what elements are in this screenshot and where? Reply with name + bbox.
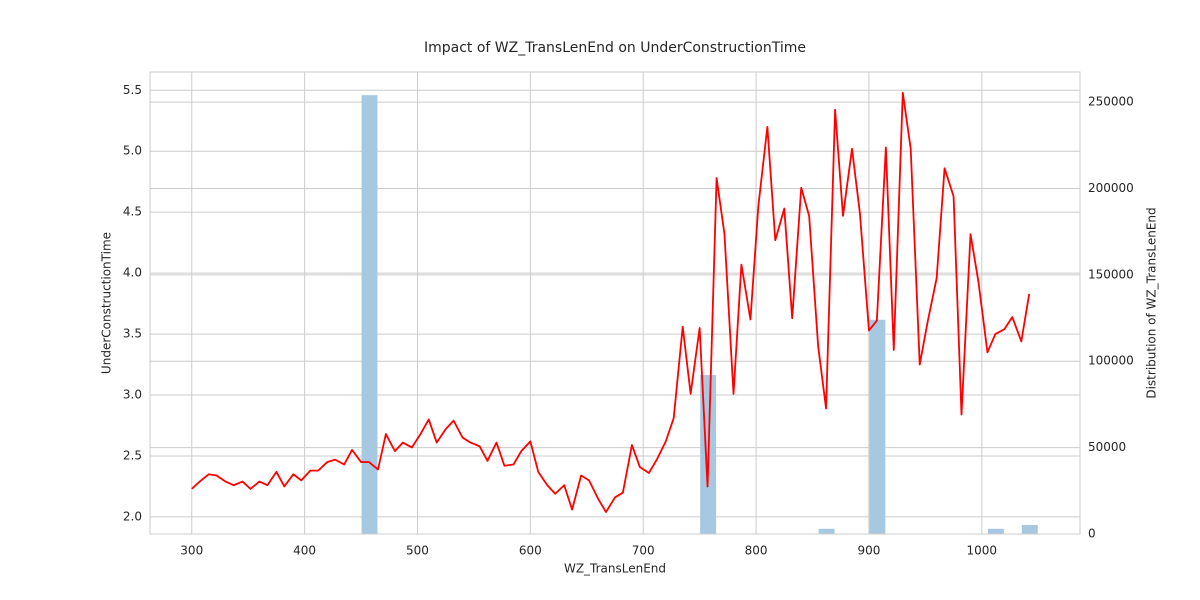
y2-tick-label: 150000 xyxy=(1088,267,1134,281)
x-tick-label: 300 xyxy=(180,544,203,558)
line-layer xyxy=(191,91,1031,513)
y2-tick-label: 100000 xyxy=(1088,354,1134,368)
y2-axis-label: Distribution of WZ_TransLenEnd xyxy=(1145,207,1159,398)
histogram-bar xyxy=(869,319,886,534)
histogram-bar xyxy=(818,528,835,534)
x-tick-label: 800 xyxy=(745,544,768,558)
line-series xyxy=(191,91,1031,513)
plot-frame xyxy=(149,71,1081,535)
y-tick-label: 4.0 xyxy=(123,266,142,280)
x-tick-label: 900 xyxy=(857,544,880,558)
y-tick-label: 5.5 xyxy=(123,83,142,97)
x-tick-label: 600 xyxy=(519,544,542,558)
x-tick-label: 400 xyxy=(293,544,316,558)
y-tick-label: 2.0 xyxy=(123,509,142,523)
histogram-bar xyxy=(361,95,378,535)
x-tick-label: 700 xyxy=(632,544,655,558)
y-tick-label: 5.0 xyxy=(123,144,142,158)
grid xyxy=(150,72,1080,535)
y2-tick-label: 250000 xyxy=(1088,95,1134,109)
y-tick-label: 3.0 xyxy=(123,388,142,402)
y-tick-label: 4.5 xyxy=(123,205,142,219)
chart-title: Impact of WZ_TransLenEnd on UnderConstru… xyxy=(424,40,806,56)
y2-tick-label: 0 xyxy=(1088,527,1096,541)
y2-tick-label: 200000 xyxy=(1088,181,1134,195)
histogram-bar xyxy=(987,528,1004,534)
x-axis-label: WZ_TransLenEnd xyxy=(564,562,666,576)
x-tick-label: 1000 xyxy=(967,544,998,558)
y-axis-label: UnderConstructionTime xyxy=(100,232,114,374)
x-tick-label: 500 xyxy=(406,544,429,558)
histogram-bar xyxy=(1021,525,1038,534)
y-tick-label: 3.5 xyxy=(123,327,142,341)
y2-tick-label: 50000 xyxy=(1088,440,1126,454)
tick-labels: 300 400 500 600 700 800 900 1000 2.0 2.5 3.0 3.5 4.0… xyxy=(123,83,1134,558)
y-tick-label: 2.5 xyxy=(123,448,142,462)
